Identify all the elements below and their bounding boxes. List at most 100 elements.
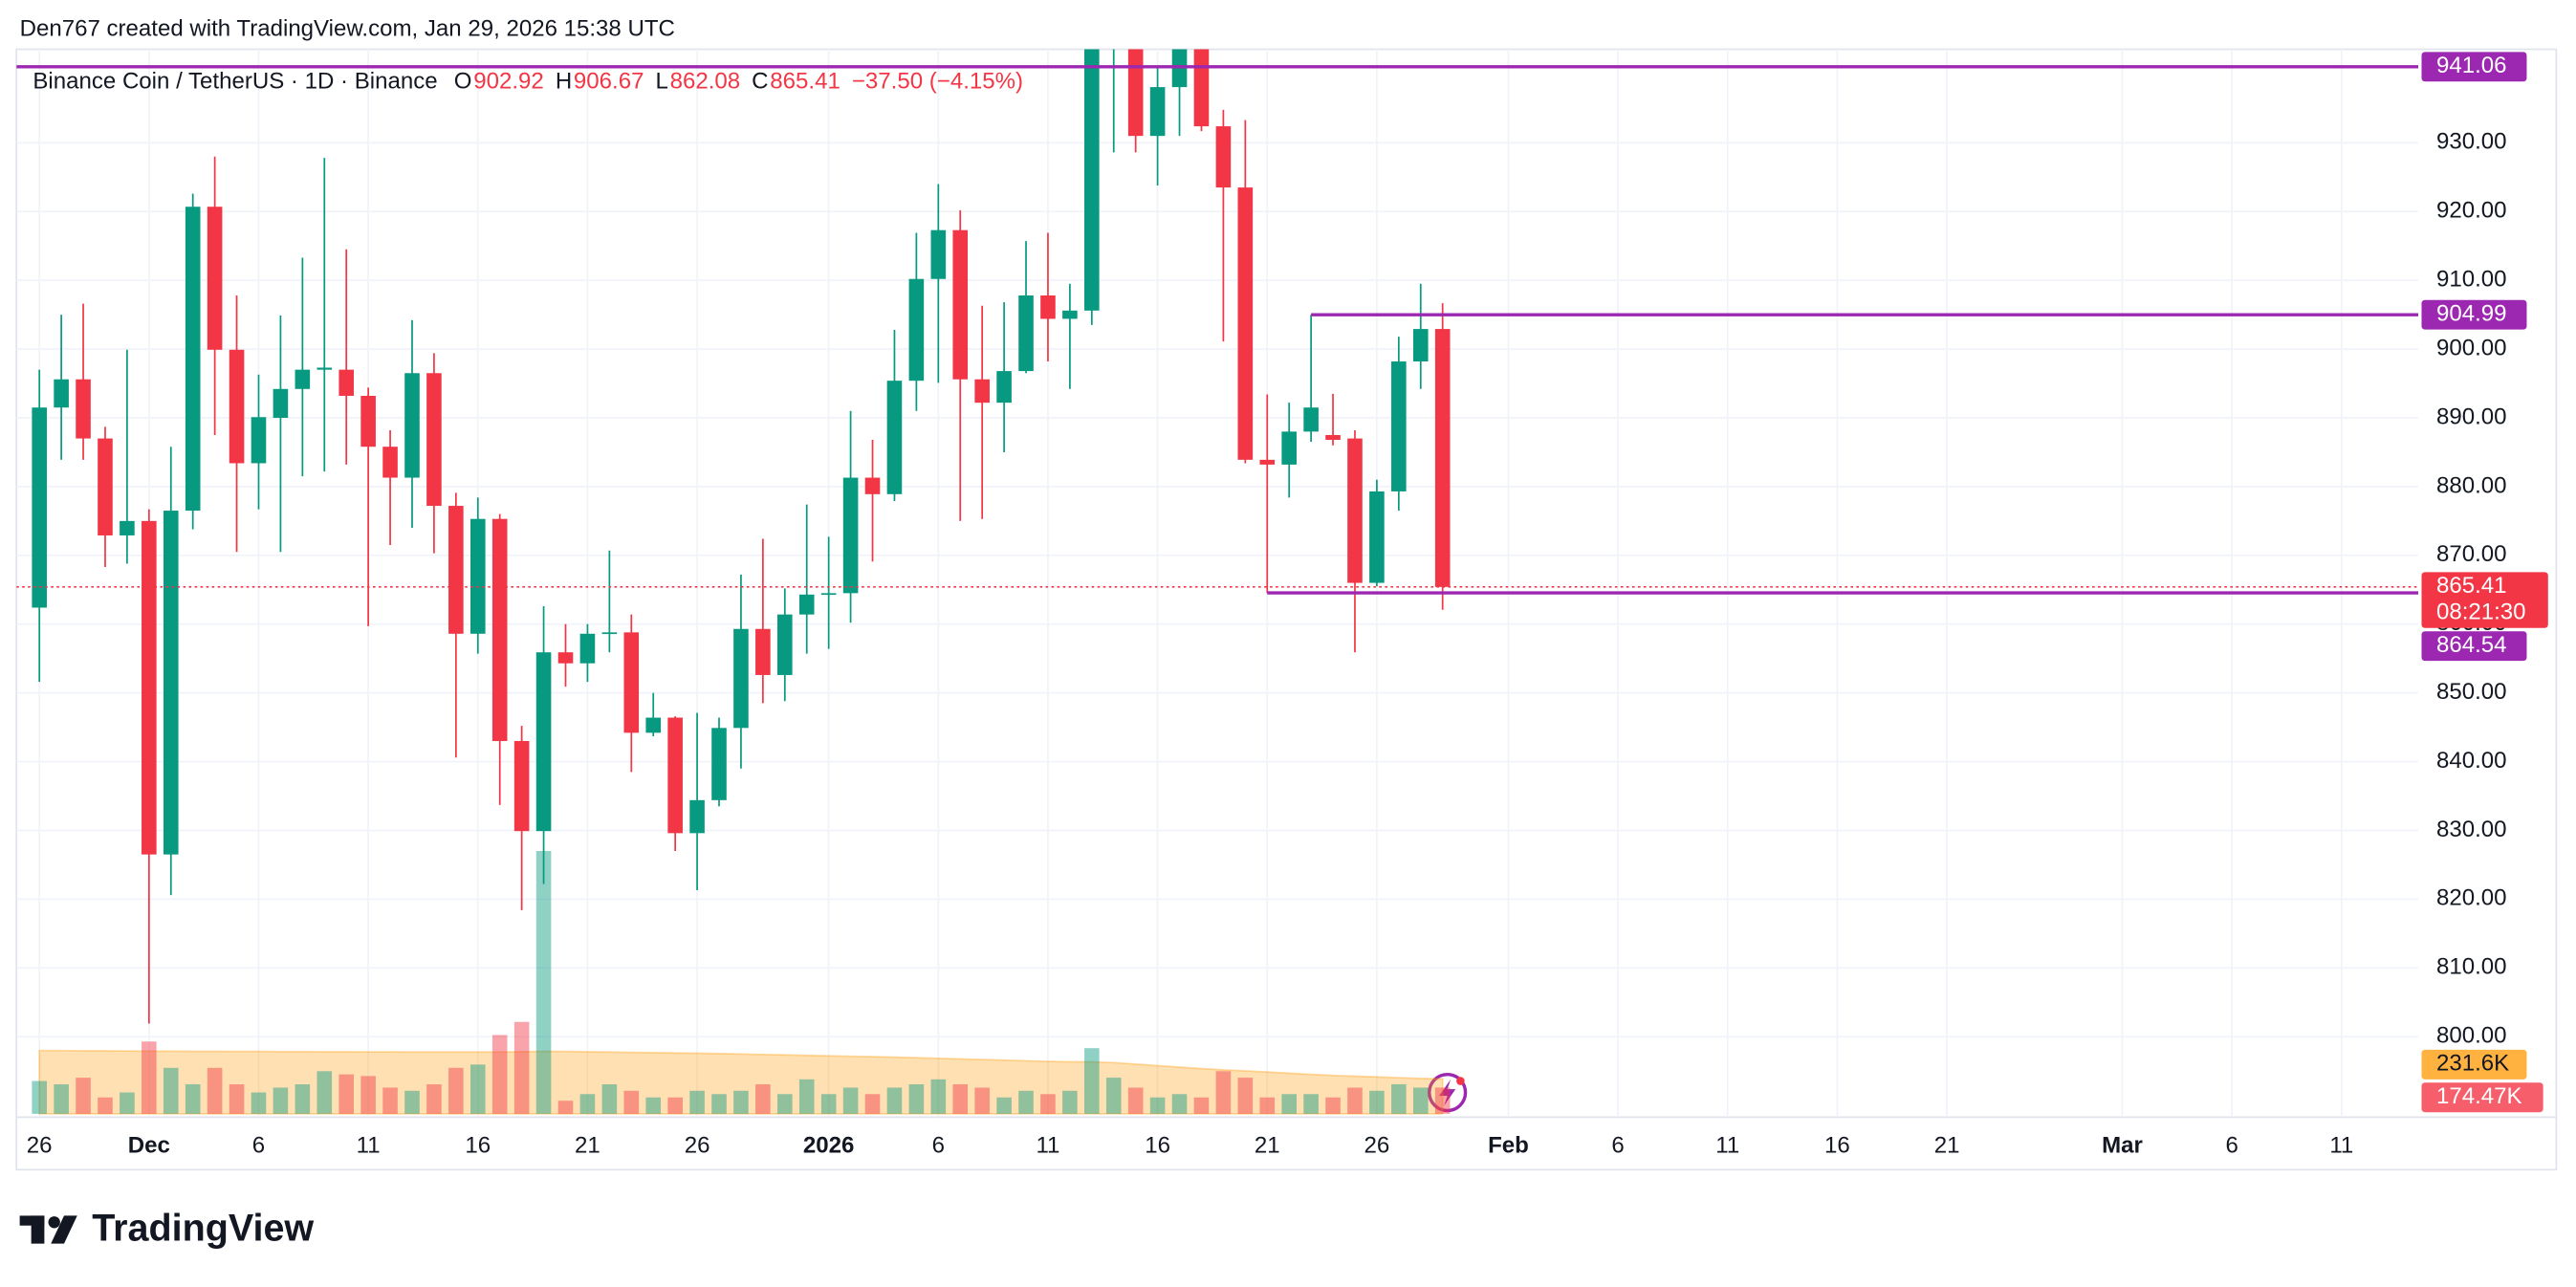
volume-bar	[1303, 1094, 1319, 1114]
volume-bar	[842, 1087, 859, 1114]
x-tick-label: 6	[252, 1133, 265, 1159]
candle-body	[382, 447, 398, 478]
logo-icon	[19, 1215, 77, 1244]
candle-body	[185, 207, 201, 512]
header: Den767 created with TradingView.com, Jan…	[20, 15, 675, 41]
candle-body	[864, 477, 881, 494]
candle-body	[820, 593, 837, 596]
candle-body	[317, 367, 333, 370]
candle-body	[295, 369, 311, 389]
volume-bar	[120, 1092, 135, 1114]
candle-body	[535, 652, 552, 832]
volume-bar	[295, 1084, 311, 1114]
volume-bar	[667, 1097, 683, 1114]
x-tick-label: Mar	[2102, 1133, 2143, 1159]
volume-bar	[820, 1094, 837, 1114]
y-tick-label: 850.00	[2436, 679, 2507, 705]
x-tick-label: 21	[1255, 1133, 1280, 1159]
x-tick-label: 11	[1715, 1133, 1739, 1159]
volume-bar	[54, 1084, 69, 1114]
y-tick-label: 910.00	[2436, 267, 2507, 293]
volume-bar	[952, 1084, 969, 1114]
candle-body	[1412, 329, 1429, 362]
level-label: 941.06	[2436, 53, 2507, 78]
candle-body	[448, 506, 464, 634]
candle-body	[579, 633, 596, 664]
legend-text: 906.67	[574, 68, 644, 94]
volume-bar	[185, 1084, 201, 1114]
candle-body	[98, 438, 113, 535]
candle-body	[798, 594, 815, 615]
x-tick-label: 16	[1824, 1133, 1850, 1159]
y-tick-label: 820.00	[2436, 885, 2507, 911]
candle-body	[1127, 49, 1144, 137]
candle-body	[557, 652, 574, 664]
volume-bar	[98, 1097, 113, 1114]
volume-label-box	[2421, 1082, 2543, 1113]
x-tick-label: 6	[2225, 1133, 2238, 1159]
x-tick-label: 21	[1934, 1133, 1960, 1159]
candle-body	[142, 520, 157, 855]
candle-body	[996, 371, 1012, 404]
y-tick-label: 920.00	[2436, 198, 2507, 224]
volume-bar	[1215, 1071, 1232, 1114]
volume-bar	[426, 1084, 442, 1114]
candle-body	[163, 511, 179, 855]
volume-bar	[1412, 1087, 1429, 1114]
volume-ma-label: 231.6K	[2436, 1051, 2509, 1077]
candle-body	[1434, 329, 1451, 587]
x-tick-label: 6	[932, 1133, 945, 1159]
volume-bar	[930, 1079, 947, 1114]
volume-bar	[1434, 1087, 1451, 1114]
candle-body	[273, 388, 289, 418]
volume-bar	[1369, 1090, 1385, 1114]
volume-bar	[974, 1087, 990, 1114]
candle-body	[1018, 294, 1034, 372]
candle-body	[1215, 126, 1232, 188]
y-tick-label: 880.00	[2436, 472, 2507, 498]
volume-bar	[1040, 1094, 1056, 1114]
volume-bar	[360, 1076, 376, 1114]
volume-ma-area	[38, 1049, 1444, 1115]
volume-bar	[76, 1078, 91, 1114]
level-label: 864.54	[2436, 632, 2507, 658]
volume-bar	[996, 1097, 1012, 1114]
volume-bar	[229, 1084, 245, 1114]
candle-body	[755, 628, 771, 675]
volume-bar	[163, 1067, 179, 1114]
volume-bar	[1171, 1094, 1188, 1114]
volume-bar	[579, 1094, 596, 1114]
volume-bar	[469, 1064, 486, 1114]
legend-text: H	[556, 68, 572, 94]
volume-bar	[491, 1035, 508, 1114]
volume-ma-label-box	[2421, 1049, 2527, 1080]
candle-body	[251, 417, 267, 464]
volume-bar	[1062, 1090, 1078, 1114]
volume-bar	[733, 1090, 749, 1114]
volume-bar	[798, 1079, 815, 1114]
volume-bar	[1127, 1087, 1144, 1114]
volume-bar	[1105, 1078, 1122, 1114]
volume-bar	[404, 1090, 420, 1114]
candle-body	[1303, 407, 1319, 432]
candle-body	[491, 518, 508, 741]
y-tick-label: 870.00	[2436, 541, 2507, 567]
volume-bar	[535, 851, 552, 1114]
price-label-box	[2421, 572, 2548, 628]
candle-body	[120, 520, 135, 535]
volume-bar	[317, 1071, 333, 1114]
volume-bar	[1259, 1097, 1276, 1114]
volume-bar	[689, 1090, 705, 1114]
candle-body	[1281, 431, 1297, 465]
candle-body	[1040, 294, 1056, 319]
y-tick-label: 810.00	[2436, 954, 2507, 980]
candle-body	[1259, 459, 1276, 465]
volume-bar	[864, 1094, 881, 1114]
candle-body	[1391, 361, 1407, 491]
volume-bar	[755, 1084, 771, 1114]
candle-body	[229, 349, 245, 464]
x-tick-label: 11	[1036, 1133, 1059, 1159]
legend-text: 902.92	[473, 68, 544, 94]
